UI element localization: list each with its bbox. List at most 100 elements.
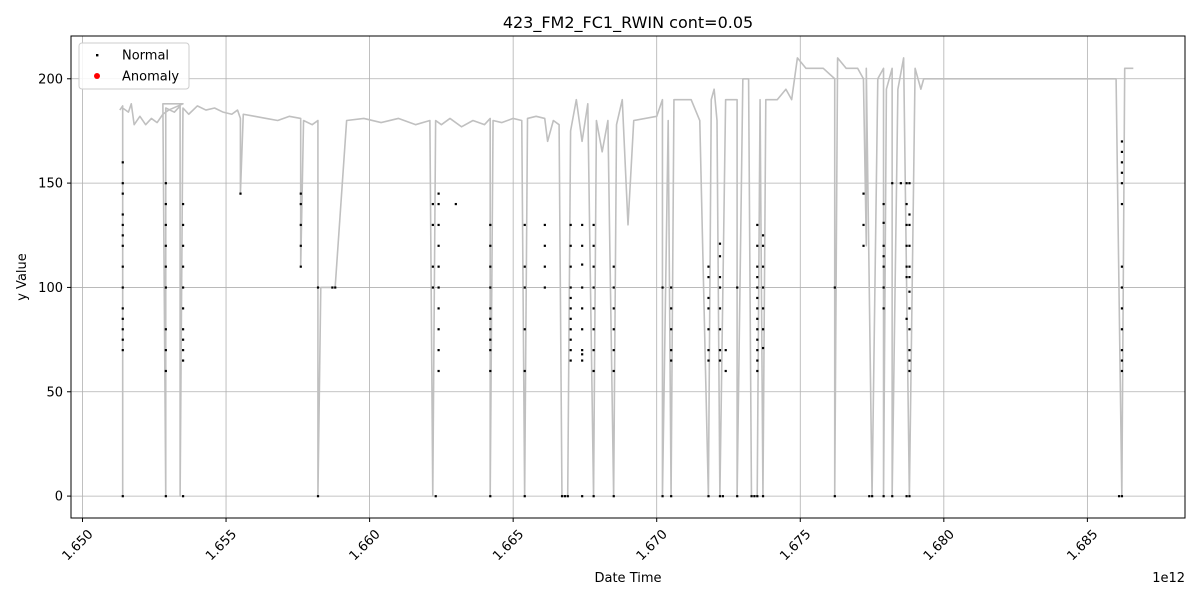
normal-point bbox=[756, 276, 759, 279]
normal-point bbox=[569, 286, 572, 289]
normal-point bbox=[592, 223, 595, 227]
normal-point bbox=[670, 307, 673, 310]
normal-point bbox=[121, 317, 124, 320]
normal-point bbox=[833, 286, 836, 289]
normal-point bbox=[891, 182, 894, 185]
normal-point bbox=[299, 265, 302, 268]
normal-point bbox=[121, 286, 124, 289]
y-axis-label: y Value bbox=[15, 253, 30, 301]
normal-point bbox=[592, 265, 595, 268]
normal-point bbox=[560, 495, 564, 498]
normal-point bbox=[707, 296, 710, 300]
normal-point bbox=[437, 328, 440, 331]
normal-point bbox=[882, 307, 885, 310]
normal-point bbox=[431, 286, 434, 289]
normal-point bbox=[164, 369, 167, 373]
normal-point bbox=[592, 349, 595, 352]
normal-point bbox=[181, 286, 185, 289]
normal-point bbox=[569, 359, 572, 362]
legend-marker-anomaly bbox=[94, 73, 100, 79]
normal-point bbox=[569, 296, 572, 300]
normal-point bbox=[1120, 369, 1124, 373]
normal-point bbox=[1120, 495, 1124, 498]
grid-lines bbox=[71, 36, 1185, 518]
normal-point bbox=[489, 244, 492, 247]
normal-point bbox=[164, 286, 167, 289]
x-offset-label: 1e12 bbox=[1152, 571, 1185, 586]
normal-point bbox=[581, 263, 584, 266]
normal-point bbox=[437, 349, 440, 352]
normal-point bbox=[592, 495, 595, 498]
normal-point bbox=[736, 286, 739, 289]
normal-point bbox=[1120, 161, 1124, 164]
normal-point bbox=[756, 349, 759, 352]
normal-point bbox=[707, 495, 710, 498]
normal-point bbox=[239, 192, 242, 195]
normal-point bbox=[566, 495, 569, 498]
normal-point bbox=[756, 359, 759, 362]
normal-points bbox=[121, 140, 1124, 498]
normal-point bbox=[569, 349, 572, 352]
normal-point bbox=[882, 286, 885, 289]
normal-point bbox=[181, 495, 185, 498]
normal-point bbox=[1120, 349, 1124, 352]
normal-point bbox=[905, 244, 908, 247]
normal-point bbox=[489, 307, 492, 310]
normal-point bbox=[121, 307, 124, 310]
normal-point bbox=[882, 244, 885, 247]
normal-point bbox=[908, 369, 911, 373]
normal-point bbox=[489, 223, 492, 227]
normal-point bbox=[750, 495, 753, 498]
normal-point bbox=[1120, 182, 1124, 185]
normal-point bbox=[1120, 328, 1124, 331]
normal-point bbox=[905, 223, 908, 227]
normal-point bbox=[181, 328, 185, 331]
normal-point bbox=[908, 276, 911, 279]
normal-point bbox=[718, 328, 722, 331]
normal-point bbox=[756, 369, 759, 373]
axes-frame bbox=[70, 35, 1186, 519]
normal-point bbox=[121, 265, 124, 268]
normal-point bbox=[581, 328, 584, 331]
normal-point bbox=[489, 265, 492, 268]
normal-point bbox=[908, 213, 911, 216]
y-tick-label: 100 bbox=[38, 281, 63, 296]
normal-point bbox=[612, 307, 615, 310]
normal-point bbox=[908, 359, 911, 362]
normal-point bbox=[592, 286, 595, 289]
normal-point bbox=[707, 359, 710, 362]
normal-point bbox=[908, 307, 911, 310]
normal-point bbox=[661, 495, 664, 498]
normal-point bbox=[761, 265, 765, 268]
normal-point bbox=[670, 349, 673, 352]
normal-point bbox=[181, 244, 185, 247]
normal-point bbox=[908, 182, 911, 185]
normal-point bbox=[437, 223, 440, 227]
normal-point bbox=[181, 338, 185, 341]
normal-point bbox=[543, 265, 546, 268]
normal-point bbox=[718, 349, 722, 352]
normal-point bbox=[756, 244, 759, 247]
normal-point bbox=[905, 495, 908, 498]
normal-point bbox=[718, 286, 722, 289]
normal-point bbox=[569, 317, 572, 320]
normal-point bbox=[891, 495, 894, 498]
normal-point bbox=[164, 202, 167, 206]
normal-point bbox=[489, 369, 492, 373]
normal-point bbox=[181, 265, 185, 268]
normal-point bbox=[437, 244, 440, 247]
normal-point bbox=[121, 349, 124, 352]
normal-point bbox=[718, 242, 722, 245]
normal-point bbox=[1120, 150, 1124, 154]
normal-point bbox=[581, 495, 584, 498]
normal-point bbox=[164, 328, 167, 331]
normal-point bbox=[908, 495, 911, 498]
normal-point bbox=[718, 359, 722, 362]
normal-point bbox=[523, 369, 526, 373]
normal-point bbox=[736, 495, 739, 498]
normal-point bbox=[761, 244, 765, 247]
normal-point bbox=[1120, 202, 1124, 206]
normal-point bbox=[181, 349, 185, 352]
normal-point bbox=[489, 317, 492, 320]
